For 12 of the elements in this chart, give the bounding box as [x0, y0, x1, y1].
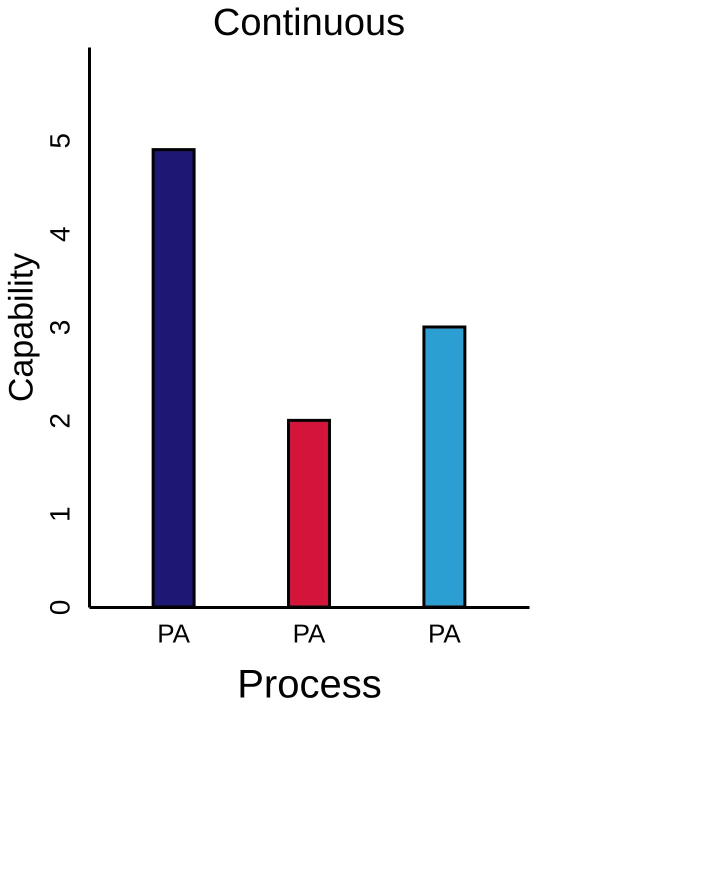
y-tick-label: 1 — [44, 506, 76, 522]
y-tick-label: 3 — [44, 320, 76, 336]
x-tick-label: PA — [157, 618, 191, 648]
x-tick-label: PA — [292, 618, 326, 648]
x-axis-title: Process — [237, 662, 382, 706]
y-tick-label: 4 — [44, 226, 76, 242]
chart-title: Continuous — [212, 2, 406, 44]
y-tick-label: 0 — [44, 600, 76, 616]
x-tick-label: PA — [428, 618, 462, 648]
y-axis-title: Capability — [2, 252, 40, 402]
y-tick-label: 2 — [44, 413, 76, 429]
y-tick-label: 5 — [44, 133, 76, 149]
